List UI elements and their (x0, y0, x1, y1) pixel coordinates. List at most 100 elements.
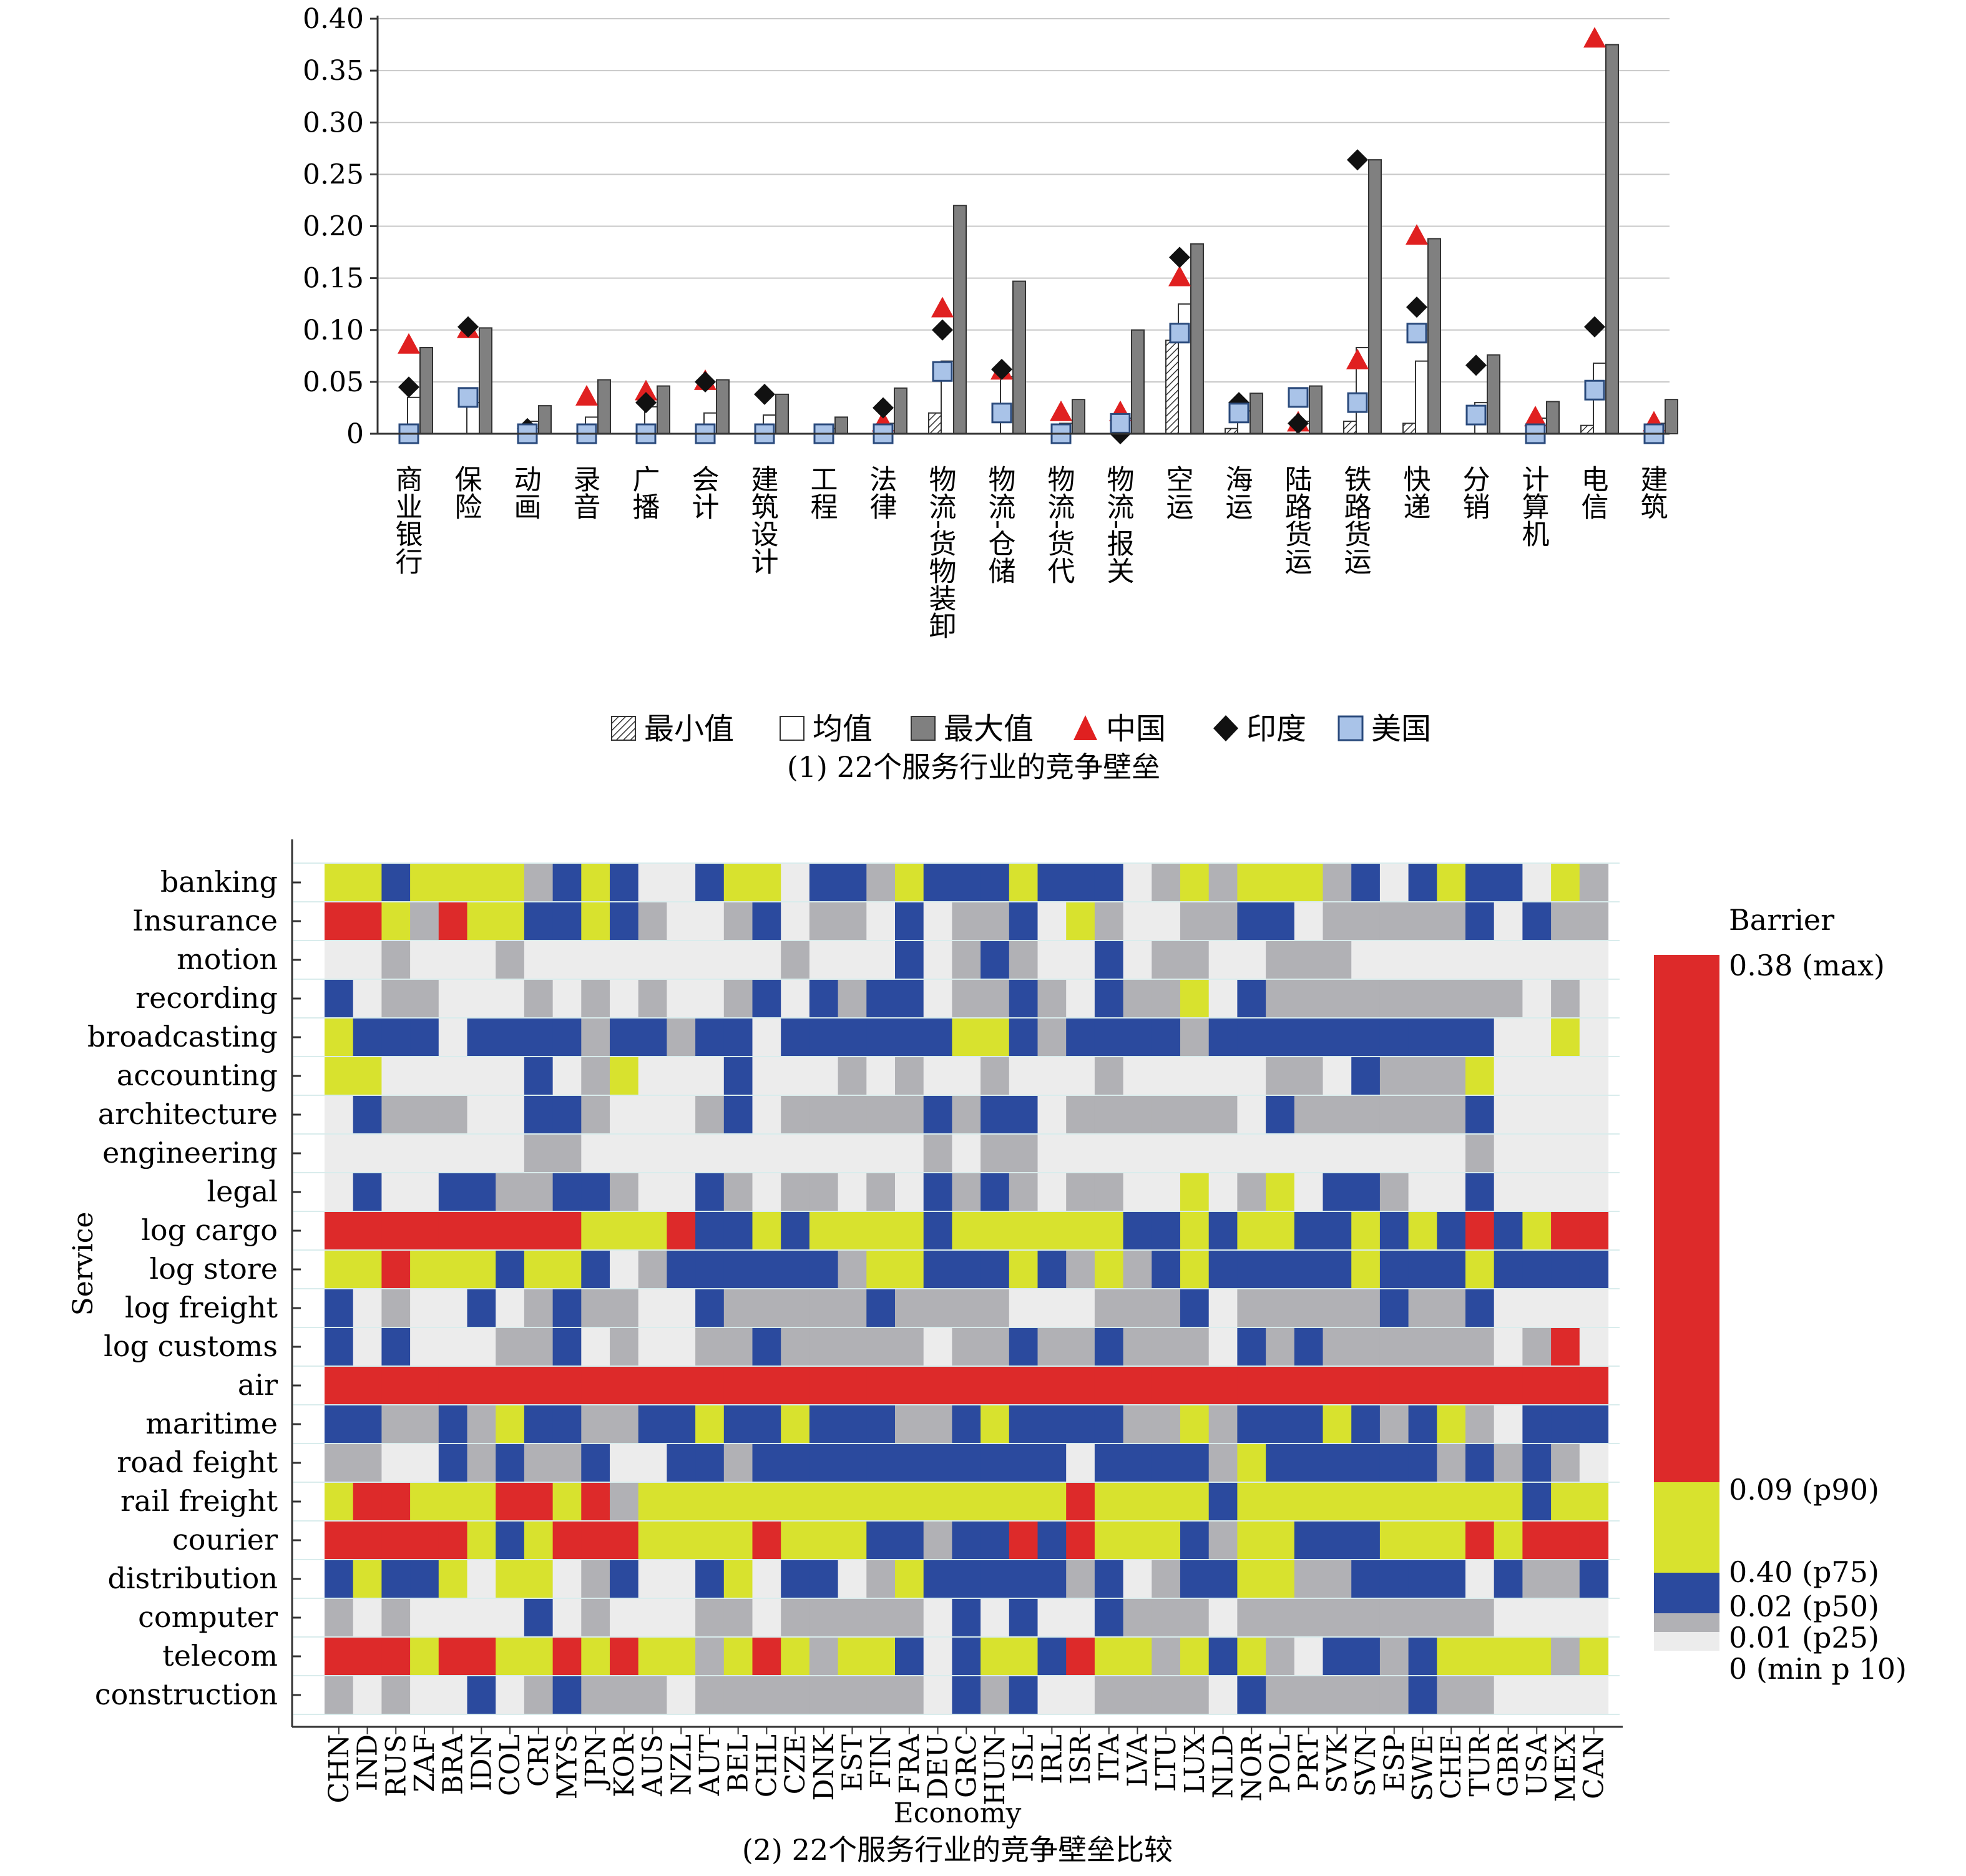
heatmap-cell (1180, 1173, 1210, 1212)
heatmap-cell (410, 1482, 439, 1522)
heatmap-cell (496, 979, 525, 1019)
heatmap-cell (952, 1482, 981, 1522)
heatmap-cell (723, 1018, 753, 1057)
heatmap-cell (410, 1173, 439, 1212)
heatmap-cell (838, 902, 867, 941)
max-bar (1131, 329, 1145, 434)
heatmap-cell (1266, 1211, 1295, 1251)
china-marker (1583, 27, 1606, 48)
heatmap-cell (1123, 1095, 1152, 1135)
heatmap-cell (723, 1444, 753, 1483)
max-bar (834, 416, 848, 435)
heatmap-cell (1066, 1676, 1095, 1715)
heatmap-cell (1266, 1482, 1295, 1522)
heatmap-cell (1465, 1018, 1495, 1057)
heatmap-cell (1123, 1405, 1152, 1444)
heatmap-cell (866, 1250, 896, 1289)
heatmap-cell (1266, 1018, 1295, 1057)
heatmap-cell (1522, 1018, 1552, 1057)
heatmap-cell (752, 902, 781, 941)
heatmap-cell (723, 1057, 753, 1096)
heatmap-cell (752, 1598, 781, 1638)
usa-marker (1110, 413, 1131, 434)
heatmap-cell (1266, 1405, 1295, 1444)
india-marker (635, 392, 657, 414)
usa-marker (1584, 379, 1605, 401)
heatmap-cell (581, 1482, 610, 1522)
heatmap-cell (438, 1366, 468, 1405)
china-marker (1346, 348, 1369, 369)
heatmap-cell (325, 1366, 354, 1405)
heatmap-cell (438, 1405, 468, 1444)
heatmap-cell (1294, 1250, 1324, 1289)
heatmap-cell (1408, 1405, 1437, 1444)
heatmap-cell (866, 1095, 896, 1135)
heatmap-cell (1551, 1173, 1580, 1212)
heatmap-axes (291, 839, 1623, 1734)
heatmap-cell (496, 1521, 525, 1560)
heatmap-cell (1266, 1289, 1295, 1328)
heatmap-cell (1379, 979, 1409, 1019)
economy-label: BEL (723, 1734, 755, 1793)
max-bar (1487, 354, 1500, 435)
heatmap-cell (1094, 902, 1124, 941)
heatmap-cell (438, 1173, 468, 1212)
heatmap-cell (410, 940, 439, 980)
heatmap-cell (467, 1057, 496, 1096)
heatmap-cell (1152, 1444, 1181, 1483)
heatmap-cell (581, 1018, 610, 1057)
heatmap-cell (438, 1637, 468, 1676)
heatmap-cell (838, 1366, 867, 1405)
service-label: telecom (162, 1639, 278, 1673)
min-bar (1402, 423, 1416, 434)
usa-marker (1228, 403, 1250, 424)
x-category-label: 录音 (569, 465, 600, 520)
heatmap-cell (1066, 1405, 1095, 1444)
heatmap-cell (552, 1134, 582, 1173)
heatmap-cell (325, 1134, 354, 1173)
x-category-label: 物流-仓储 (984, 465, 1015, 584)
heatmap-cell (1180, 1366, 1210, 1405)
heatmap-cell (1408, 1444, 1437, 1483)
heatmap-cell (838, 940, 867, 980)
heatmap-cell (981, 1173, 1010, 1212)
service-label: construction (95, 1678, 278, 1711)
heatmap-cell (1009, 902, 1039, 941)
heatmap-cell (781, 1173, 810, 1212)
heatmap-cell (1266, 1676, 1295, 1715)
heatmap-cell (809, 1482, 839, 1522)
x-category-label: 物流-报关 (1102, 465, 1134, 584)
heatmap-cell (1208, 1173, 1238, 1212)
heatmap-cell (895, 1250, 924, 1289)
heatmap-cell (325, 1057, 354, 1096)
heatmap-cell (1180, 1134, 1210, 1173)
heatmap-cell (781, 1598, 810, 1638)
economy-label: DNK (808, 1734, 840, 1801)
heatmap-cell (1294, 940, 1324, 980)
heatmap-cell (1094, 1560, 1124, 1599)
legend-swatch-india (1213, 715, 1238, 741)
heatmap-cell (496, 1637, 525, 1676)
heatmap-cell (1437, 1637, 1466, 1676)
heatmap-cell (1066, 1327, 1095, 1367)
heatmap-cell (1323, 1250, 1352, 1289)
heatmap-cell (1037, 1211, 1067, 1251)
heatmap-cell (1494, 1211, 1523, 1251)
heatmap-cell (438, 1250, 468, 1289)
heatmap-cell (923, 1018, 952, 1057)
heatmap-cell (667, 863, 696, 902)
max-bar (1250, 393, 1263, 434)
heatmap-cell (410, 1366, 439, 1405)
min-bar (1343, 421, 1357, 434)
heatmap-cell (981, 1095, 1010, 1135)
heatmap-cell (1123, 1057, 1152, 1096)
heatmap-cell (695, 1173, 725, 1212)
heatmap-cell (496, 1560, 525, 1599)
heatmap-cell (1323, 902, 1352, 941)
heatmap-cell (1094, 1211, 1124, 1251)
heatmap-cell (781, 1289, 810, 1328)
heatmap-cell (496, 1173, 525, 1212)
india-marker (457, 316, 479, 338)
heatmap-cell (1437, 1095, 1466, 1135)
heatmap-cell (381, 940, 411, 980)
